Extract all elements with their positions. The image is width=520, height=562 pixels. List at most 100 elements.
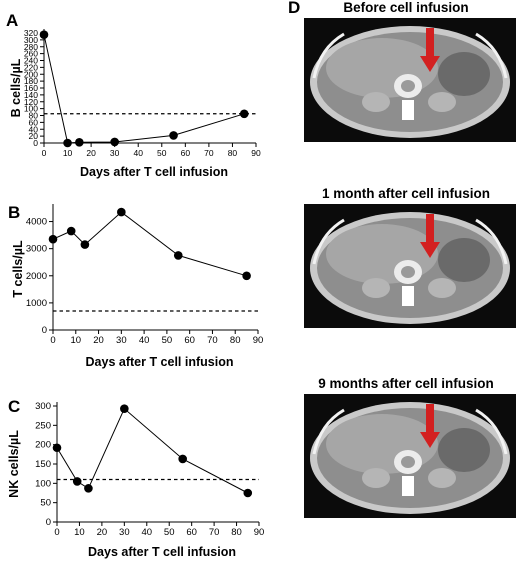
- y-tick-label: 250: [35, 420, 51, 431]
- ct-scan-panel: Before cell infusion: [296, 0, 520, 180]
- x-tick-label: 40: [133, 148, 143, 158]
- y-tick-label: 300: [24, 35, 38, 45]
- x-tick-label: 60: [181, 148, 191, 158]
- data-point: [120, 404, 129, 414]
- abdominal-ct-illustration: [310, 212, 510, 324]
- data-point: [243, 488, 253, 498]
- data-point: [75, 138, 84, 147]
- panel-label-d: D: [288, 0, 301, 17]
- x-tick-label: 90: [253, 335, 264, 346]
- x-tick-label: 20: [97, 527, 108, 538]
- x-tick-label: 70: [207, 335, 218, 346]
- x-tick-label: 10: [70, 335, 81, 346]
- x-tick-label: 10: [74, 527, 85, 538]
- y-tick-label: 320: [24, 28, 38, 38]
- y-tick-label: 4000: [26, 217, 47, 228]
- y-axis-label: B cells/µL: [9, 58, 23, 117]
- panel-label-b: B: [8, 203, 20, 222]
- data-point: [39, 30, 49, 40]
- y-axis-label: T cells/µL: [11, 240, 25, 298]
- data-point: [84, 484, 93, 493]
- data-point: [239, 109, 249, 119]
- x-tick-label: 30: [116, 335, 127, 346]
- abdominal-ct-illustration: [310, 26, 510, 138]
- x-tick-label: 0: [42, 148, 47, 158]
- data-point: [117, 207, 126, 217]
- x-tick-label: 60: [186, 527, 197, 538]
- y-tick-label: 80: [29, 111, 39, 121]
- data-point: [80, 240, 90, 249]
- x-tick-label: 50: [162, 335, 173, 346]
- ct-scan-title: 1 month after cell infusion: [321, 186, 491, 201]
- x-tick-label: 40: [139, 335, 150, 346]
- chart-c: C 0 10 20 30 40 50 60 70 80 90 0 50 100 150 200 250 300 Da…: [7, 397, 264, 559]
- red-arrow-icon: [420, 404, 440, 448]
- data-point: [72, 477, 82, 486]
- x-axis-label: Days after T cell infusion: [88, 545, 236, 559]
- y-tick-label: 300: [35, 401, 51, 412]
- y-tick-label: 240: [24, 56, 38, 66]
- ct-scan-image: [304, 394, 516, 518]
- x-tick-label: 90: [251, 148, 261, 158]
- y-tick-label: 2000: [26, 271, 47, 282]
- ct-scan-title: 9 months after cell infusion: [318, 376, 494, 391]
- y-tick-label: 1000: [26, 298, 47, 309]
- ct-scan-title: Before cell infusion: [343, 0, 469, 15]
- ct-scan-image: [304, 204, 516, 328]
- data-point: [63, 138, 72, 148]
- y-tick-label: 0: [33, 138, 38, 148]
- y-tick-label: 260: [24, 49, 38, 59]
- charts-canvas: A0 10 20 30 40 50 60 70 80 9002040608010012014016…: [6, 11, 264, 559]
- x-tick-label: 20: [93, 335, 104, 346]
- data-point: [52, 443, 62, 453]
- chart-b: B 0 10 20 30 40 50 60 70 80 90 0 1000 2000 3000 4000 Day…: [8, 203, 263, 369]
- x-tick-label: 90: [254, 527, 265, 538]
- y-tick-label: 20: [29, 131, 39, 141]
- x-tick-label: 70: [209, 527, 220, 538]
- data-point: [169, 131, 178, 140]
- panel-label-c: C: [8, 397, 20, 416]
- chart-a: A0 10 20 30 40 50 60 70 80 9002040608010012014016…: [6, 11, 261, 179]
- x-tick-label: 50: [164, 527, 175, 538]
- y-tick-label: 150: [35, 459, 51, 470]
- y-tick-label: 220: [24, 62, 38, 72]
- x-tick-label: 40: [141, 527, 152, 538]
- data-point: [178, 454, 187, 464]
- y-tick-label: 200: [24, 69, 38, 79]
- y-tick-label: 0: [42, 325, 47, 336]
- series-line: [56, 407, 249, 494]
- panel-label-a: A: [6, 11, 18, 30]
- x-tick-label: 0: [50, 335, 55, 346]
- y-tick-label: 120: [24, 97, 38, 107]
- ct-scan-panel: 9 months after cell infusion: [296, 376, 520, 556]
- y-tick-label: 40: [29, 124, 39, 134]
- x-tick-label: 30: [119, 527, 130, 538]
- y-axis-label: NK cells/µL: [7, 430, 21, 498]
- x-tick-label: 20: [86, 148, 96, 158]
- data-point: [110, 137, 119, 147]
- y-tick-label: 180: [24, 76, 38, 86]
- y-tick-label: 3000: [26, 244, 47, 255]
- abdominal-ct-illustration: [310, 402, 510, 514]
- y-tick-label: 50: [40, 498, 51, 509]
- red-arrow-icon: [420, 28, 440, 72]
- ct-scan-image: [304, 18, 516, 142]
- data-point: [242, 271, 251, 281]
- ct-scan-panel: 1 month after cell infusion: [296, 186, 520, 366]
- y-tick-label: 100: [24, 104, 38, 114]
- x-tick-label: 60: [184, 335, 195, 346]
- x-tick-label: 10: [63, 148, 73, 158]
- data-point: [173, 251, 183, 260]
- x-tick-label: 30: [110, 148, 120, 158]
- x-tick-label: 80: [231, 527, 242, 538]
- y-tick-label: 140: [24, 90, 38, 100]
- y-tick-label: 0: [46, 517, 51, 528]
- data-point: [48, 234, 58, 244]
- y-tick-label: 280: [24, 42, 38, 52]
- x-axis-label: Days after T cell infusion: [80, 165, 228, 179]
- y-tick-label: 160: [24, 83, 38, 93]
- y-tick-label: 200: [35, 440, 51, 451]
- x-tick-label: 80: [228, 148, 238, 158]
- x-tick-label: 50: [157, 148, 167, 158]
- data-point: [66, 226, 76, 236]
